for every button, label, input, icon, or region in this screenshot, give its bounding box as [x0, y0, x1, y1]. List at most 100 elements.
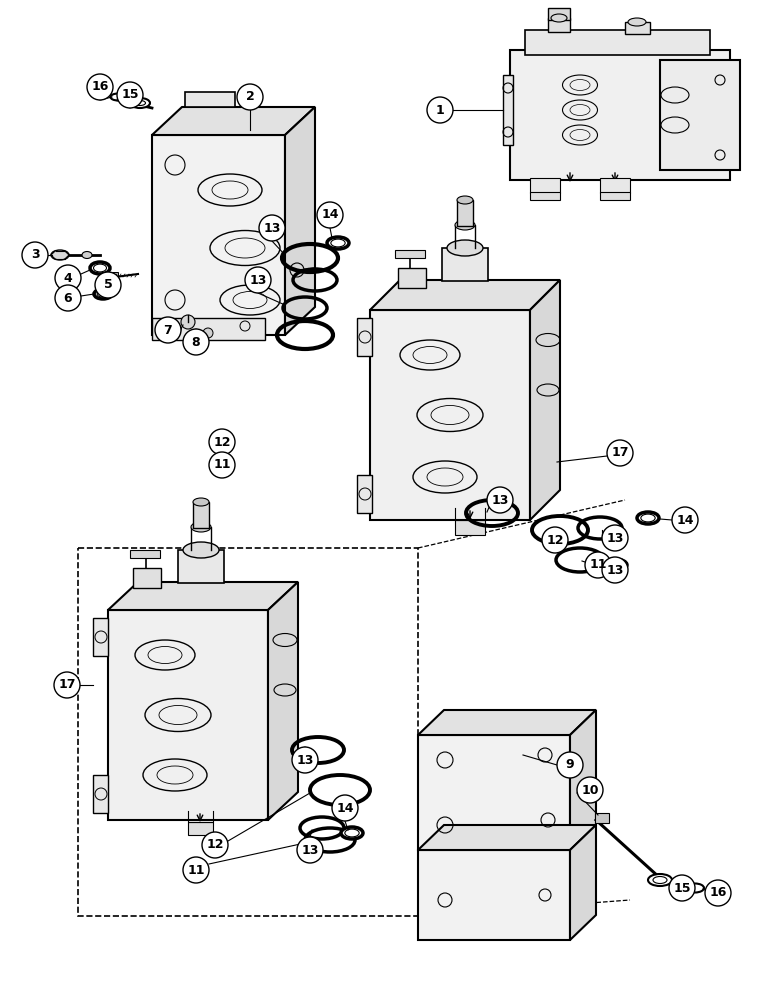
Text: 16: 16	[91, 81, 109, 94]
Text: 15: 15	[121, 89, 139, 102]
Ellipse shape	[97, 291, 109, 297]
Circle shape	[209, 452, 235, 478]
Polygon shape	[285, 107, 315, 335]
Circle shape	[54, 672, 80, 698]
Ellipse shape	[191, 522, 211, 532]
Text: 3: 3	[31, 248, 39, 261]
Circle shape	[602, 557, 628, 583]
Text: 13: 13	[296, 754, 313, 766]
FancyBboxPatch shape	[398, 268, 426, 288]
FancyBboxPatch shape	[357, 318, 372, 356]
FancyBboxPatch shape	[188, 822, 213, 835]
Polygon shape	[418, 825, 596, 850]
Text: 14: 14	[337, 802, 354, 814]
Circle shape	[202, 832, 228, 858]
FancyBboxPatch shape	[442, 248, 488, 281]
Circle shape	[209, 429, 235, 455]
Ellipse shape	[653, 876, 667, 884]
Circle shape	[705, 880, 731, 906]
FancyBboxPatch shape	[395, 250, 425, 258]
FancyBboxPatch shape	[178, 550, 224, 583]
FancyBboxPatch shape	[530, 192, 560, 200]
Circle shape	[55, 265, 81, 291]
Circle shape	[181, 315, 195, 329]
Circle shape	[669, 875, 695, 901]
FancyBboxPatch shape	[510, 50, 730, 180]
Text: 1: 1	[435, 104, 445, 116]
Ellipse shape	[130, 98, 150, 108]
Ellipse shape	[608, 561, 623, 569]
Circle shape	[55, 285, 81, 311]
Text: 4: 4	[63, 271, 73, 284]
Circle shape	[297, 837, 323, 863]
Circle shape	[487, 487, 513, 513]
Circle shape	[183, 329, 209, 355]
Circle shape	[672, 507, 698, 533]
Text: 10: 10	[581, 784, 599, 796]
Circle shape	[607, 440, 633, 466]
Ellipse shape	[193, 498, 209, 506]
Circle shape	[332, 795, 358, 821]
Text: 12: 12	[547, 534, 564, 546]
Text: 16: 16	[709, 886, 726, 900]
Circle shape	[259, 215, 285, 241]
Polygon shape	[108, 610, 268, 820]
Text: 15: 15	[673, 882, 691, 894]
Text: 13: 13	[606, 564, 624, 576]
Text: 14: 14	[321, 209, 339, 222]
Text: 5: 5	[103, 278, 113, 292]
FancyBboxPatch shape	[455, 520, 485, 535]
Text: 17: 17	[611, 446, 628, 460]
Ellipse shape	[628, 18, 646, 26]
Ellipse shape	[637, 512, 659, 524]
Polygon shape	[570, 710, 596, 850]
Text: 17: 17	[58, 678, 76, 692]
Ellipse shape	[51, 250, 69, 260]
Ellipse shape	[603, 559, 627, 571]
Text: 11: 11	[188, 863, 205, 876]
Circle shape	[95, 272, 121, 298]
Text: 12: 12	[213, 436, 231, 448]
FancyBboxPatch shape	[193, 502, 209, 528]
Circle shape	[585, 552, 611, 578]
FancyBboxPatch shape	[457, 200, 473, 226]
Polygon shape	[370, 280, 560, 310]
FancyBboxPatch shape	[600, 192, 630, 200]
Polygon shape	[418, 850, 570, 940]
Polygon shape	[570, 825, 596, 940]
Ellipse shape	[183, 542, 219, 558]
Polygon shape	[418, 735, 570, 850]
Ellipse shape	[345, 829, 359, 837]
FancyBboxPatch shape	[93, 775, 108, 813]
Polygon shape	[418, 710, 596, 735]
Text: 14: 14	[676, 514, 694, 526]
Circle shape	[237, 84, 263, 110]
Text: 13: 13	[301, 844, 319, 856]
Text: 12: 12	[206, 838, 224, 852]
Text: 7: 7	[164, 324, 172, 336]
Polygon shape	[108, 582, 298, 610]
Text: 11: 11	[213, 458, 231, 472]
FancyBboxPatch shape	[595, 813, 609, 823]
FancyBboxPatch shape	[625, 22, 650, 34]
Circle shape	[245, 267, 271, 293]
FancyBboxPatch shape	[530, 178, 560, 193]
Text: 13: 13	[263, 222, 281, 234]
Polygon shape	[152, 318, 265, 340]
FancyBboxPatch shape	[660, 60, 740, 170]
Text: 11: 11	[589, 558, 607, 572]
Polygon shape	[370, 310, 530, 520]
FancyBboxPatch shape	[357, 475, 372, 513]
Ellipse shape	[134, 101, 145, 105]
Ellipse shape	[327, 237, 349, 249]
Circle shape	[117, 82, 143, 108]
Text: 9: 9	[566, 758, 574, 772]
Circle shape	[542, 527, 568, 553]
Polygon shape	[268, 582, 298, 820]
Text: 13: 13	[606, 532, 624, 544]
Ellipse shape	[648, 874, 672, 886]
Circle shape	[22, 242, 48, 268]
Circle shape	[155, 317, 181, 343]
FancyBboxPatch shape	[93, 618, 108, 656]
Ellipse shape	[82, 251, 92, 258]
